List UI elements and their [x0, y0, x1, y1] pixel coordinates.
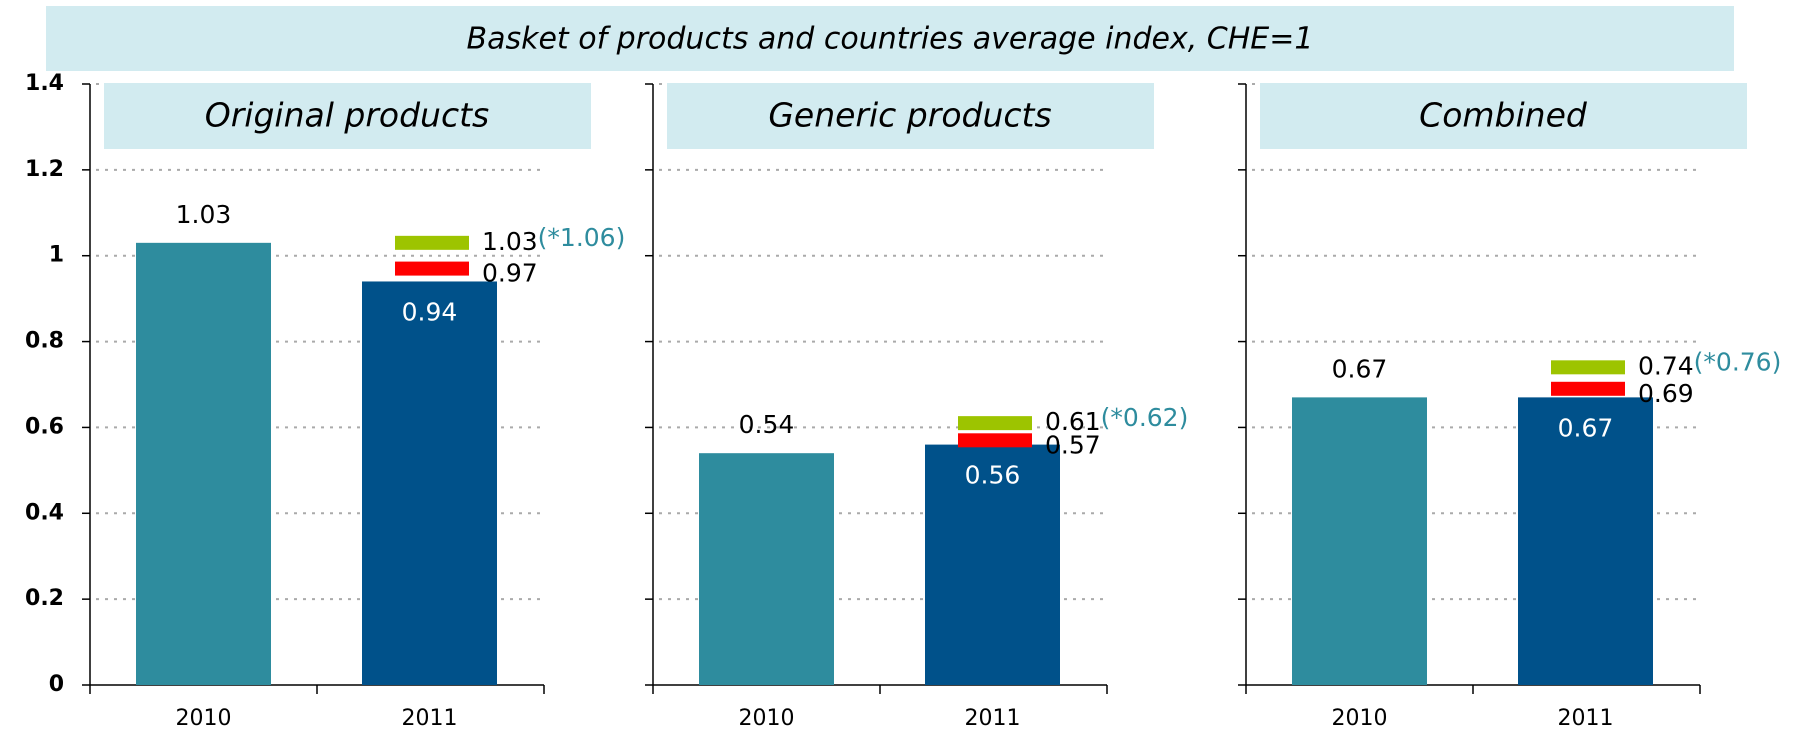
- marker: [395, 261, 469, 276]
- bar: [362, 281, 497, 685]
- value-label: 0.56: [965, 461, 1021, 490]
- marker: [395, 235, 469, 250]
- y-tick-label: 0.8: [25, 329, 64, 354]
- value-label: 0.67: [1332, 354, 1388, 383]
- bar: [1292, 397, 1427, 685]
- y-tick-label: 0: [49, 672, 64, 697]
- y-tick-label: 1.4: [25, 71, 64, 96]
- panel-title: Generic products: [768, 96, 1051, 135]
- marker-label: 1.03: [482, 227, 538, 256]
- y-tick-label: 0.6: [25, 414, 64, 439]
- x-tick-label: 2010: [739, 706, 795, 731]
- x-tick-label: 2011: [402, 706, 458, 731]
- value-label: 1.03: [176, 200, 232, 229]
- marker-label: 0.61: [1045, 407, 1101, 436]
- marker-label: 0.97: [482, 259, 538, 288]
- title-banner: [46, 6, 1734, 71]
- marker: [1551, 360, 1625, 375]
- marker: [958, 433, 1032, 448]
- marker-note: (*0.62): [1101, 403, 1189, 432]
- x-tick-label: 2010: [176, 706, 232, 731]
- panel-title: Original products: [205, 96, 489, 135]
- value-label: 0.67: [1558, 413, 1614, 442]
- marker-label: 0.57: [1045, 430, 1101, 459]
- value-label: 0.94: [402, 297, 458, 326]
- chart-title: Basket of products and countries average…: [466, 22, 1313, 57]
- bar: [136, 242, 271, 686]
- panel-title-box: [667, 83, 1154, 149]
- bar: [699, 453, 834, 685]
- panel-title: Combined: [1419, 96, 1588, 135]
- panel-title-box: [104, 83, 591, 149]
- marker: [1551, 381, 1625, 396]
- y-tick-label: 0.4: [25, 500, 64, 525]
- x-tick-label: 2011: [965, 706, 1021, 731]
- bar: [925, 444, 1060, 685]
- value-label: 0.54: [739, 410, 795, 439]
- marker-label: 0.69: [1638, 379, 1694, 408]
- y-tick-label: 1.2: [25, 157, 64, 182]
- x-tick-label: 2010: [1332, 706, 1388, 731]
- x-tick-label: 2011: [1558, 706, 1614, 731]
- marker-note: (*1.06): [538, 223, 626, 252]
- y-tick-label: 1: [49, 243, 64, 268]
- marker-label: 0.74: [1638, 351, 1694, 380]
- marker-note: (*0.76): [1694, 347, 1782, 376]
- bar: [1518, 397, 1653, 685]
- y-tick-label: 0.2: [25, 586, 64, 611]
- marker: [958, 416, 1032, 431]
- panel-title-box: [1260, 83, 1747, 149]
